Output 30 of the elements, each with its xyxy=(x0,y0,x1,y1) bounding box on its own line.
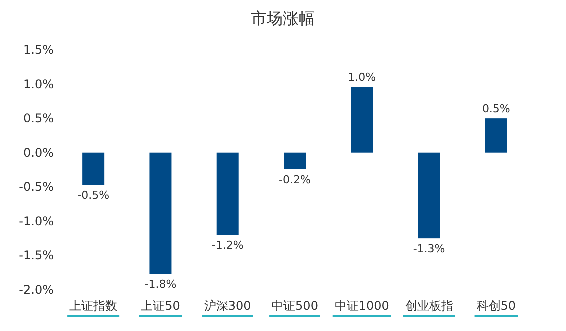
y-tick-label: -2.0% xyxy=(19,283,54,297)
x-tick-label: 中证500 xyxy=(272,299,318,313)
y-tick-label: 1.5% xyxy=(24,43,54,57)
y-tick-label: -1.0% xyxy=(19,214,54,228)
data-label: -1.2% xyxy=(212,239,244,252)
y-tick-label: -1.5% xyxy=(19,248,54,263)
chart-title: 市场涨幅 xyxy=(251,9,315,28)
y-tick-label: 0.5% xyxy=(24,112,54,126)
y-tick-label: 1.0% xyxy=(24,77,54,92)
data-label: -1.8% xyxy=(144,278,177,292)
bar xyxy=(351,87,374,153)
x-tick-label: 沪深300 xyxy=(204,299,252,313)
x-tick-label: 上证指数 xyxy=(70,299,118,313)
bar xyxy=(284,152,306,170)
bar xyxy=(82,152,105,186)
x-tick-label: 中证1000 xyxy=(334,299,390,313)
x-tick-label: 上证50 xyxy=(141,299,180,313)
x-tick-label: 科创50 xyxy=(476,299,516,313)
bar xyxy=(150,152,172,274)
y-tick-label: -0.5% xyxy=(19,180,54,194)
data-label: -1.3% xyxy=(413,242,446,256)
bar xyxy=(216,152,239,236)
data-label: 0.5% xyxy=(482,102,510,116)
bar xyxy=(418,152,440,239)
data-label: -0.5% xyxy=(78,189,110,202)
data-label: -0.2% xyxy=(279,173,311,186)
data-label: 1.0% xyxy=(348,71,376,84)
y-tick-label: 0.0% xyxy=(24,146,54,160)
x-tick-label: 创业板指 xyxy=(405,299,454,313)
bar xyxy=(485,118,508,153)
